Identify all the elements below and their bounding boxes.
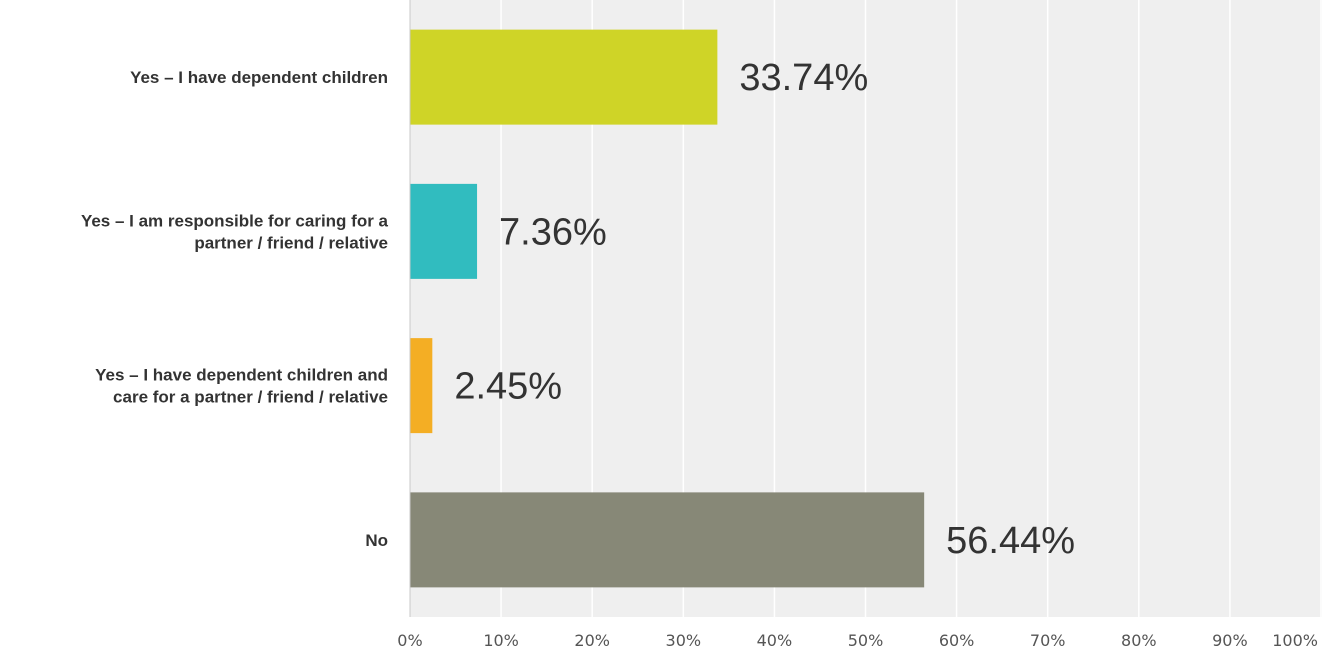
bar	[410, 29, 718, 125]
bar	[410, 338, 433, 434]
data-label: 33.74%	[739, 57, 868, 99]
bar	[410, 492, 925, 588]
bar	[410, 183, 478, 279]
category-label: partner / friend / relative	[194, 233, 388, 252]
x-tick-label: 0%	[397, 631, 422, 650]
x-tick-label: 30%	[666, 631, 702, 650]
x-tick-labels: 0% 10% 20% 30% 40% 50% 60% 70% 80% 90% 100%	[397, 631, 1318, 650]
category-label: care for a partner / friend / relative	[113, 388, 388, 407]
data-labels: 33.74% 7.36% 2.45% 56.44%	[454, 57, 1075, 562]
x-tick-label: 40%	[757, 631, 793, 650]
x-tick-label: 90%	[1212, 631, 1248, 650]
bars	[410, 29, 925, 588]
x-tick-label: 60%	[939, 631, 975, 650]
category-label: Yes – I have dependent children	[130, 68, 388, 87]
data-label: 7.36%	[499, 211, 607, 253]
x-tick-label: 80%	[1121, 631, 1157, 650]
category-label: Yes – I have dependent children and	[95, 366, 388, 385]
x-tick-label: 20%	[574, 631, 610, 650]
x-tick-label: 100%	[1272, 631, 1318, 650]
x-tick-label: 70%	[1030, 631, 1066, 650]
category-label: No	[365, 531, 388, 550]
x-tick-label: 10%	[483, 631, 519, 650]
data-label: 56.44%	[946, 520, 1075, 562]
x-tick-label: 50%	[848, 631, 884, 650]
category-label: Yes – I am responsible for caring for a	[81, 211, 389, 230]
category-labels: Yes – I have dependent children Yes – I a…	[81, 68, 389, 550]
data-label: 2.45%	[454, 366, 562, 408]
